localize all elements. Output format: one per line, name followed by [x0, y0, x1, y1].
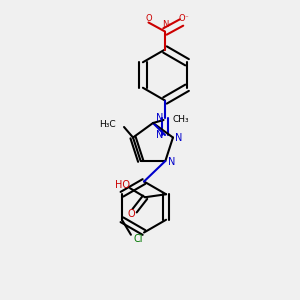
Text: ⁺: ⁺	[168, 24, 171, 30]
Text: N: N	[168, 158, 175, 167]
Text: CH₃: CH₃	[172, 116, 189, 124]
Text: O: O	[127, 209, 135, 219]
Text: HO: HO	[115, 180, 130, 190]
Text: O: O	[145, 14, 152, 22]
Text: ⁻: ⁻	[185, 15, 188, 21]
Text: N: N	[162, 20, 169, 29]
Text: N: N	[156, 130, 163, 140]
Text: N: N	[175, 133, 182, 142]
Text: O: O	[178, 14, 185, 22]
Text: Cl: Cl	[134, 234, 143, 244]
Text: N: N	[156, 113, 163, 124]
Text: H₃C: H₃C	[99, 119, 116, 128]
